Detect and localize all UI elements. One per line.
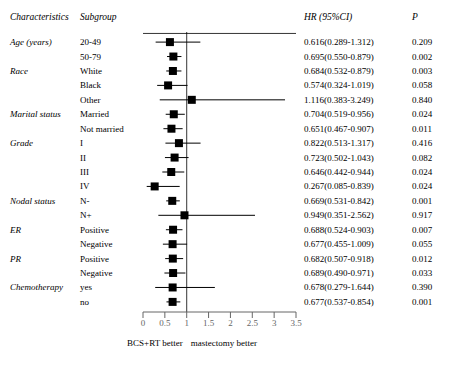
svg-text:no: no [80,297,90,307]
svg-text:0.677(0.537-0.854): 0.677(0.537-0.854) [304,297,374,307]
svg-text:50-79: 50-79 [80,52,101,62]
svg-text:0.058: 0.058 [412,80,433,90]
svg-text:0.209: 0.209 [412,37,433,47]
svg-text:Not married: Not married [80,124,124,134]
svg-text:0.024: 0.024 [412,181,433,191]
svg-text:Chemotherapy: Chemotherapy [10,282,63,292]
svg-text:N-: N- [80,196,90,206]
svg-text:0.704(0.519-0.956): 0.704(0.519-0.956) [304,109,374,119]
svg-text:2: 2 [228,318,233,328]
svg-text:2.5: 2.5 [247,318,259,328]
svg-text:0.689(0.490-0.971): 0.689(0.490-0.971) [304,268,374,278]
svg-text:0.574(0.324-1.019): 0.574(0.324-1.019) [304,80,374,90]
svg-text:Negative: Negative [80,268,112,278]
svg-text:IV: IV [80,181,90,191]
svg-text:Married: Married [80,109,109,119]
svg-text:0.695(0.550-0.879): 0.695(0.550-0.879) [304,52,374,62]
svg-text:0.011: 0.011 [412,124,432,134]
svg-text:0.024: 0.024 [412,109,433,119]
svg-text:0.003: 0.003 [412,66,433,76]
svg-text:Black: Black [80,80,101,90]
svg-text:mastectomy better: mastectomy better [191,338,257,348]
svg-text:0.840: 0.840 [412,95,433,105]
svg-text:0.007: 0.007 [412,225,433,235]
svg-text:Positive: Positive [80,254,109,264]
svg-text:Race: Race [9,66,28,76]
svg-text:0.646(0.442-0.944): 0.646(0.442-0.944) [304,167,374,177]
svg-text:1.5: 1.5 [203,318,215,328]
svg-text:0.669(0.531-0.842): 0.669(0.531-0.842) [304,196,374,206]
svg-text:0.001: 0.001 [412,196,432,206]
svg-text:0.012: 0.012 [412,254,432,264]
html-text:P: P [412,12,418,22]
svg-text:0.001: 0.001 [412,297,432,307]
svg-text:1.116(0.383-3.249): 1.116(0.383-3.249) [304,95,373,105]
svg-text:0.416: 0.416 [412,138,433,148]
svg-text:Positive: Positive [80,225,109,235]
svg-text:0.723(0.502-1.043): 0.723(0.502-1.043) [304,153,374,163]
svg-text:0.033: 0.033 [412,268,433,278]
svg-text:Nodal status: Nodal status [9,196,56,206]
svg-text:0.822(0.513-1.317): 0.822(0.513-1.317) [304,138,374,148]
svg-text:1: 1 [184,318,189,328]
svg-text:0.688(0.524-0.903): 0.688(0.524-0.903) [304,225,374,235]
html-text:Characteristics: Characteristics [10,12,69,22]
svg-text:0.002: 0.002 [412,52,432,62]
svg-text:0.651(0.467-0.907): 0.651(0.467-0.907) [304,124,374,134]
svg-text:0.677(0.455-1.009): 0.677(0.455-1.009) [304,239,374,249]
svg-text:Marital status: Marital status [9,109,61,119]
svg-text:0.5: 0.5 [159,318,171,328]
svg-text:BCS+RT better: BCS+RT better [127,338,183,348]
html-text:Subgroup: Subgroup [80,12,117,22]
svg-text:N+: N+ [80,210,92,220]
svg-text:White: White [80,66,102,76]
svg-text:0.616(0.289-1.312): 0.616(0.289-1.312) [304,37,374,47]
svg-text:0.055: 0.055 [412,239,433,249]
svg-text:0.082: 0.082 [412,153,432,163]
svg-text:II: II [80,153,86,163]
svg-text:0.917: 0.917 [412,210,433,220]
svg-text:0.682(0.507-0.918): 0.682(0.507-0.918) [304,254,374,264]
svg-text:III: III [80,167,89,177]
svg-text:0.678(0.279-1.644): 0.678(0.279-1.644) [304,282,374,292]
svg-text:Negative: Negative [80,239,112,249]
svg-text:ER: ER [9,225,21,235]
svg-text:0.390: 0.390 [412,282,433,292]
svg-text:0: 0 [141,318,146,328]
svg-text:3: 3 [272,318,277,328]
html-text:HR (95%CI): HR (95%CI) [304,12,353,22]
svg-text:yes: yes [80,282,92,292]
svg-text:0.024: 0.024 [412,167,433,177]
svg-text:20-49: 20-49 [80,37,101,47]
svg-text:0.684(0.532-0.879): 0.684(0.532-0.879) [304,66,374,76]
svg-text:3.5: 3.5 [290,318,302,328]
svg-text:I: I [80,138,83,148]
svg-text:Other: Other [80,95,101,105]
svg-text:0.949(0.351-2.562): 0.949(0.351-2.562) [304,210,374,220]
svg-text:Grade: Grade [10,138,33,148]
svg-text:0.267(0.085-0.839): 0.267(0.085-0.839) [304,181,374,191]
svg-text:Age (years): Age (years) [9,37,52,47]
svg-text:PR: PR [9,254,21,264]
